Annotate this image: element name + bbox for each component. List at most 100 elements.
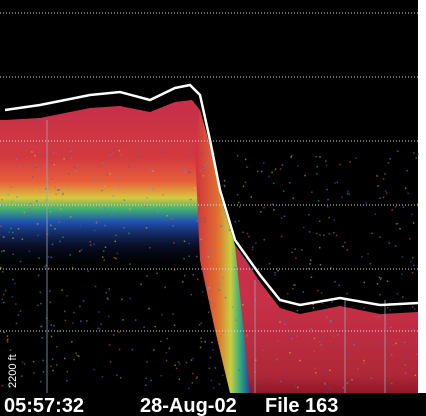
noise-speck (206, 162, 208, 164)
noise-speck (103, 259, 105, 261)
noise-speck (238, 206, 241, 208)
noise-speck (380, 277, 382, 279)
noise-speck (242, 231, 244, 234)
noise-speck (6, 338, 9, 341)
noise-speck (347, 352, 349, 354)
noise-speck (69, 254, 71, 256)
noise-speck (188, 171, 190, 174)
noise-speck (129, 263, 131, 265)
noise-speck (12, 278, 14, 281)
noise-speck (62, 192, 64, 195)
noise-speck (21, 238, 24, 241)
noise-speck (316, 166, 318, 168)
noise-speck (228, 229, 231, 231)
noise-speck (415, 157, 418, 159)
noise-speck (346, 249, 349, 251)
noise-speck (196, 255, 198, 258)
noise-speck (335, 234, 338, 237)
noise-speck (337, 334, 339, 336)
noise-speck (93, 368, 95, 371)
noise-speck (246, 166, 248, 168)
noise-speck (75, 170, 77, 172)
noise-speck (188, 242, 191, 245)
noise-speck (284, 323, 286, 325)
noise-speck (404, 364, 407, 366)
noise-speck (349, 161, 351, 163)
noise-speck (234, 266, 236, 269)
noise-speck (212, 349, 214, 351)
noise-speck (28, 250, 31, 253)
noise-speck (387, 162, 390, 164)
noise-speck (351, 378, 353, 381)
noise-speck (312, 303, 314, 306)
noise-speck (401, 273, 403, 275)
noise-speck (101, 162, 104, 164)
noise-speck (95, 222, 98, 224)
noise-speck (10, 227, 12, 230)
noise-speck (174, 364, 176, 367)
noise-speck (212, 387, 215, 389)
noise-speck (102, 179, 105, 181)
noise-speck (328, 233, 331, 235)
noise-speck (410, 260, 412, 263)
noise-speck (319, 341, 321, 343)
noise-speck (308, 231, 311, 233)
noise-speck (334, 182, 336, 184)
noise-speck (338, 284, 340, 287)
noise-speck (282, 373, 285, 375)
noise-speck (171, 218, 174, 220)
noise-speck (291, 251, 293, 254)
noise-speck (106, 297, 109, 300)
noise-speck (55, 345, 58, 348)
noise-speck (367, 253, 369, 255)
noise-speck (161, 313, 163, 316)
noise-speck (66, 370, 69, 373)
noise-speck (37, 304, 39, 307)
noise-speck (89, 241, 92, 243)
noise-speck (344, 241, 346, 244)
noise-speck (2, 271, 4, 273)
noise-speck (280, 235, 283, 238)
noise-speck (347, 190, 349, 192)
noise-speck (12, 237, 14, 239)
noise-speck (4, 289, 7, 292)
noise-speck (250, 196, 253, 198)
noise-speck (208, 367, 211, 370)
noise-speck (48, 267, 50, 270)
noise-speck (50, 224, 52, 227)
noise-speck (333, 231, 335, 234)
noise-speck (347, 192, 349, 195)
noise-speck (209, 301, 212, 304)
noise-speck (8, 231, 10, 234)
noise-speck (156, 272, 158, 275)
noise-speck (192, 273, 194, 276)
noise-speck (185, 361, 188, 364)
noise-speck (43, 153, 46, 156)
noise-speck (378, 276, 381, 279)
noise-speck (292, 333, 295, 336)
noise-speck (334, 280, 336, 283)
noise-speck (181, 281, 184, 283)
noise-speck (404, 372, 407, 374)
noise-speck (411, 256, 414, 259)
noise-speck (100, 323, 102, 325)
noise-speck (54, 228, 56, 230)
noise-speck (31, 176, 34, 178)
noise-speck (37, 274, 40, 277)
noise-speck (41, 336, 43, 339)
noise-speck (19, 260, 22, 263)
noise-speck (274, 271, 276, 274)
noise-speck (138, 156, 140, 159)
noise-speck (231, 306, 234, 309)
noise-speck (332, 335, 335, 337)
noise-speck (276, 358, 278, 361)
noise-speck (294, 284, 296, 286)
noise-speck (122, 319, 124, 321)
noise-speck (50, 335, 53, 338)
noise-speck (399, 227, 401, 230)
noise-speck (53, 152, 55, 155)
noise-speck (409, 238, 411, 240)
noise-speck (296, 309, 299, 312)
noise-speck (173, 324, 176, 327)
noise-speck (326, 205, 329, 208)
